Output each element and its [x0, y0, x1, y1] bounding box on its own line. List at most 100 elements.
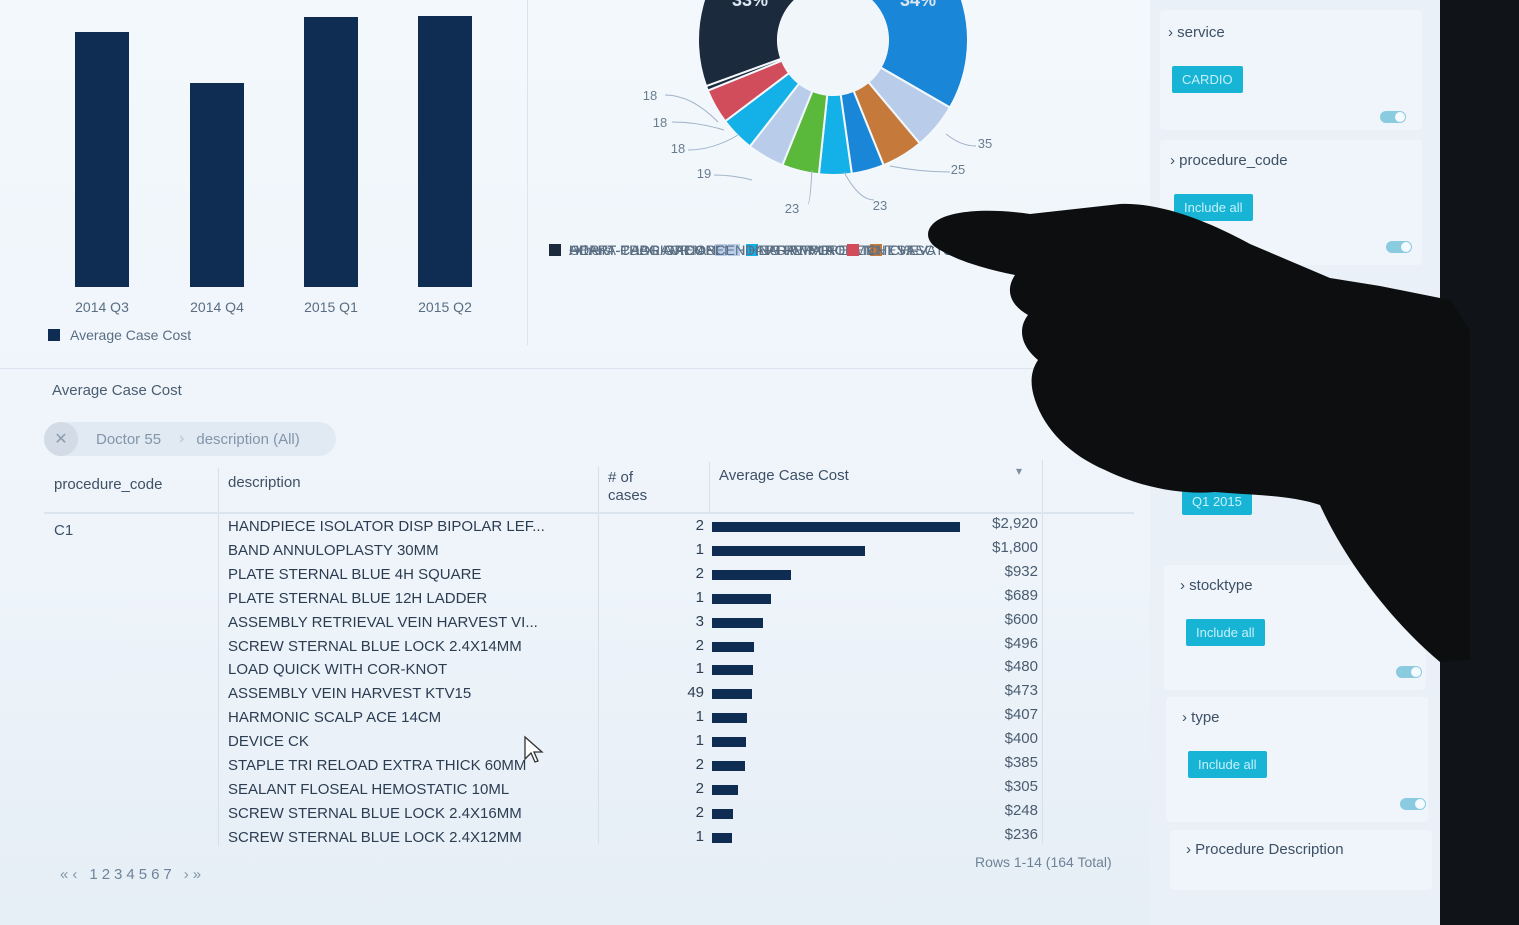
cost-bar[interactable]: [712, 522, 960, 532]
cost-bar[interactable]: [712, 689, 753, 700]
cost-bar[interactable]: [712, 593, 771, 604]
pie-slice-label: 23: [785, 201, 799, 216]
header-average-case-cost[interactable]: Average Case Cost: [719, 467, 849, 484]
page-button[interactable]: 7: [163, 866, 172, 883]
table-row[interactable]: DEVICE CK 1 $400: [0, 730, 1135, 754]
bar-2014-q4[interactable]: [190, 83, 244, 287]
sort-down-icon[interactable]: ▾: [1016, 464, 1023, 478]
header-underline: [44, 512, 1134, 514]
cost-bar[interactable]: [712, 545, 865, 556]
cases-cell: 2: [695, 779, 704, 797]
pie-legend-item[interactable]: CHE: [869, 242, 920, 258]
page-button[interactable]: 6: [151, 866, 160, 883]
breadcrumb-description[interactable]: description (All): [196, 430, 300, 448]
filter-toggle[interactable]: [1380, 111, 1406, 123]
chevron-right-icon: ›: [179, 430, 185, 447]
table-row[interactable]: HARMONIC SCALP ACE 14CM 1 $407: [0, 706, 1135, 730]
procedure-code-cell: C1: [54, 522, 74, 539]
cost-bar[interactable]: [712, 713, 747, 724]
header-cases[interactable]: # of cases: [608, 469, 647, 505]
filter-toggle[interactable]: [1400, 798, 1426, 810]
rows-info: Rows 1-14 (164 Total): [975, 854, 1112, 870]
header-cases-line: # of: [608, 469, 634, 486]
table-row[interactable]: SCREW STERNAL BLUE LOCK 2.4X14MM 2 $496: [0, 635, 1135, 659]
breadcrumb-doctor[interactable]: Doctor 55: [96, 430, 162, 448]
pie-leader-line: [664, 94, 719, 123]
description-cell: BAND ANNULOPLASTY 30MM: [228, 541, 439, 559]
cost-bar[interactable]: [712, 808, 734, 819]
close-icon[interactable]: ✕: [44, 422, 78, 456]
page-button[interactable]: 1: [89, 866, 98, 883]
column-divider: [1042, 460, 1043, 844]
filter-button-include-all[interactable]: Include all: [1188, 751, 1267, 778]
legend-swatch: [715, 244, 728, 256]
table-row[interactable]: LOAD QUICK WITH COR-KNOT 1 $480: [0, 658, 1135, 682]
page-button[interactable]: 3: [114, 866, 123, 883]
description-cell: STAPLE TRI RELOAD EXTRA THICK 60MM: [228, 757, 527, 774]
cost-value: $400: [1004, 730, 1038, 748]
table-row[interactable]: PLATE STERNAL BLUE 4H SQUARE 2 $932: [0, 563, 1135, 587]
pie-slice-label: 23: [873, 198, 887, 213]
filter-button-cardio[interactable]: CARDIO: [1172, 66, 1243, 93]
filter-header-stocktype[interactable]: › stocktype: [1180, 577, 1253, 594]
cost-value: $248: [1004, 801, 1038, 819]
description-cell: PLATE STERNAL BLUE 4H SQUARE: [228, 565, 482, 583]
pie-legend-item[interactable]: Others: [549, 242, 611, 258]
table-row[interactable]: SEALANT FLOSEAL HEMOSTATIC 10ML 2 $305: [0, 778, 1135, 802]
filter-button-include-all[interactable]: Include all: [1186, 619, 1265, 646]
table-row[interactable]: STAPLE TRI RELOAD EXTRA THICK 60MM 2 $385: [0, 754, 1135, 778]
filter-header-service[interactable]: › service: [1168, 24, 1225, 41]
header-procedure-code[interactable]: procedure_code: [54, 476, 163, 493]
pie-leader-line: [843, 171, 875, 201]
table-row[interactable]: HANDPIECE ISOLATOR DISP BIPOLAR LEF... 2 $…: [0, 515, 1135, 539]
legend-label: CHE: [889, 242, 920, 258]
bar-chart-legend[interactable]: Average Case Cost: [48, 327, 191, 343]
donut-hole: [778, 0, 888, 95]
bar-2015-q2[interactable]: [418, 16, 472, 287]
filter-header-procedure-description[interactable]: › Procedure Description: [1186, 841, 1344, 858]
bar-2014-q3[interactable]: [75, 32, 129, 287]
x-tick-label: 2015 Q1: [304, 299, 358, 315]
table-row[interactable]: ASSEMBLY VEIN HARVEST KTV15 49 $473: [0, 682, 1135, 706]
first-page-button[interactable]: «: [60, 866, 69, 883]
legend-label: HEART-MVR OPEN: [748, 242, 875, 258]
description-cell: HARMONIC SCALP ACE 14CM: [228, 709, 442, 727]
pie-percent-label: 33%: [732, 0, 768, 10]
header-description[interactable]: description: [228, 474, 301, 491]
pie-legend-item[interactable]: HEART-AVR OPEN: [715, 242, 858, 258]
cost-bar[interactable]: [712, 617, 763, 628]
legend-swatch: [48, 329, 60, 341]
cost-bar[interactable]: [712, 784, 738, 795]
table-row[interactable]: SCREW STERNAL BLUE LOCK 2.4X16MM 2 $248: [0, 802, 1135, 826]
filter-header-type[interactable]: › type: [1182, 709, 1220, 726]
table-row[interactable]: PLATE STERNAL BLUE 12H LADDER 1 $689: [0, 587, 1135, 611]
pie-legend-row: HEART-PDA LIGATION HEART-MVR OPEN: [549, 240, 1519, 260]
bar-2015-q1[interactable]: [304, 17, 358, 287]
cost-bar[interactable]: [712, 737, 746, 748]
cost-value: $407: [1004, 706, 1038, 724]
chevron-right-icon: ›: [1182, 709, 1192, 726]
pie-legend-item[interactable]: HEART-MVR OPEN: [728, 242, 874, 258]
cost-bar[interactable]: [712, 665, 753, 676]
table-row[interactable]: ASSEMBLY RETRIEVAL VEIN HARVEST VI... 3 $6…: [0, 611, 1135, 635]
last-page-button[interactable]: »: [192, 866, 202, 883]
filter-toggle[interactable]: [1386, 241, 1412, 253]
cost-bar[interactable]: [712, 832, 733, 843]
cost-bar[interactable]: [712, 761, 745, 771]
page-button[interactable]: 5: [138, 866, 148, 883]
filter-header-procedure-code[interactable]: › procedure_code: [1170, 152, 1288, 169]
description-cell: ASSEMBLY RETRIEVAL VEIN HARVEST VI...: [228, 613, 538, 631]
legend-swatch: [728, 244, 741, 256]
cost-bar[interactable]: [712, 641, 755, 652]
table-row[interactable]: BAND ANNULOPLASTY 30MM 1 $1,800: [0, 539, 1135, 563]
page-button[interactable]: 2: [101, 866, 111, 883]
next-page-button[interactable]: ›: [183, 866, 189, 883]
column-divider: [598, 466, 599, 844]
page-button[interactable]: 4: [126, 866, 135, 883]
table-row[interactable]: SCREW STERNAL BLUE LOCK 2.4X12MM 1 $236: [0, 826, 1135, 850]
prev-page-button[interactable]: ‹: [72, 866, 78, 883]
cost-bar[interactable]: [712, 569, 792, 580]
x-tick-label: 2014 Q3: [75, 299, 129, 315]
filter-toggle[interactable]: [1396, 666, 1422, 678]
description-cell: SCREW STERNAL BLUE LOCK 2.4X14MM: [228, 637, 522, 655]
